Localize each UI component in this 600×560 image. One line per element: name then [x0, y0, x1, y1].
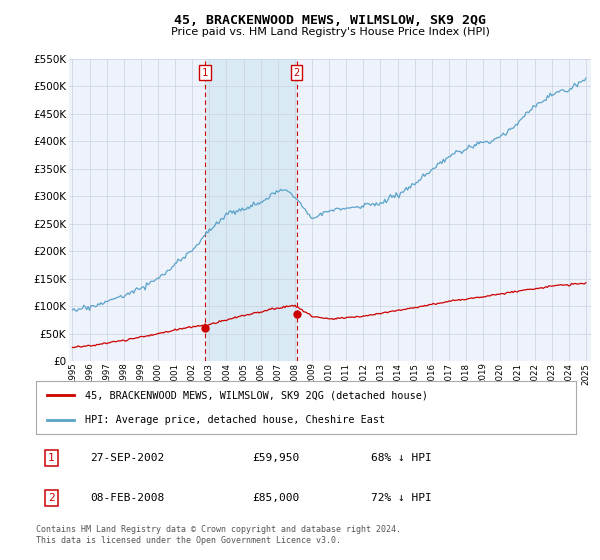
Text: 2: 2 — [48, 493, 55, 503]
Bar — [205, 59, 296, 361]
Text: Contains HM Land Registry data © Crown copyright and database right 2024.: Contains HM Land Registry data © Crown c… — [36, 525, 401, 534]
Text: 27-SEP-2002: 27-SEP-2002 — [90, 453, 164, 463]
Text: £59,950: £59,950 — [252, 453, 299, 463]
Text: £85,000: £85,000 — [252, 493, 299, 503]
Text: HPI: Average price, detached house, Cheshire East: HPI: Average price, detached house, Ches… — [85, 414, 385, 424]
Text: 45, BRACKENWOOD MEWS, WILMSLOW, SK9 2QG (detached house): 45, BRACKENWOOD MEWS, WILMSLOW, SK9 2QG … — [85, 390, 428, 400]
Text: 72% ↓ HPI: 72% ↓ HPI — [371, 493, 431, 503]
Text: 68% ↓ HPI: 68% ↓ HPI — [371, 453, 431, 463]
Text: This data is licensed under the Open Government Licence v3.0.: This data is licensed under the Open Gov… — [36, 536, 341, 545]
Text: Price paid vs. HM Land Registry's House Price Index (HPI): Price paid vs. HM Land Registry's House … — [170, 27, 490, 37]
Text: 2: 2 — [293, 68, 300, 78]
Text: 1: 1 — [202, 68, 208, 78]
Text: 45, BRACKENWOOD MEWS, WILMSLOW, SK9 2QG: 45, BRACKENWOOD MEWS, WILMSLOW, SK9 2QG — [174, 14, 486, 27]
Text: 08-FEB-2008: 08-FEB-2008 — [90, 493, 164, 503]
Text: 1: 1 — [48, 453, 55, 463]
